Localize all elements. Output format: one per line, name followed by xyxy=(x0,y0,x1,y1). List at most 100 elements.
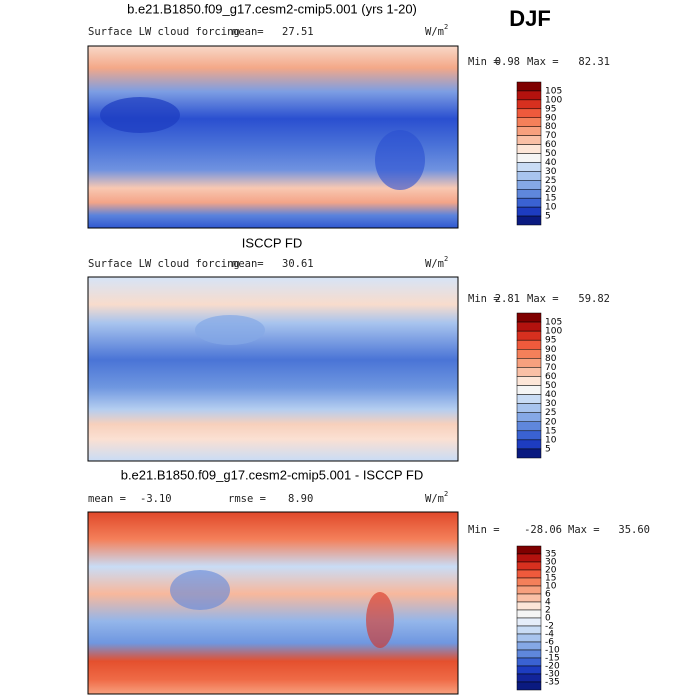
colorbar-label: 6 xyxy=(545,590,551,600)
colorbar-label: 60 xyxy=(545,372,557,382)
colorbar-label: 20 xyxy=(545,566,557,576)
colorbar-box xyxy=(516,321,542,332)
map-frame xyxy=(87,276,459,462)
colorbar-label: -30 xyxy=(545,670,560,680)
mean-value: 30.61 xyxy=(282,258,314,270)
colorbar-box xyxy=(516,180,542,190)
colorbar-box xyxy=(516,367,542,377)
colorbar-label: -35 xyxy=(545,678,560,688)
colorbar-box xyxy=(516,673,542,683)
colorbar-box xyxy=(516,171,542,181)
max-label: Max = xyxy=(527,293,559,305)
colorbar-label: 105 xyxy=(545,318,562,328)
panel-title: ISCCP FD xyxy=(242,235,302,250)
max-value: 59.82 xyxy=(578,293,610,305)
mean-label: mean= xyxy=(232,26,264,38)
map-frame xyxy=(87,45,459,229)
colorbar-label: 15 xyxy=(545,574,556,584)
colorbar-box xyxy=(516,593,542,603)
min-value: 0.98 xyxy=(495,56,520,68)
map-blob xyxy=(170,570,230,610)
colorbar-label: 25 xyxy=(545,176,556,186)
rmse-label: rmse = xyxy=(228,493,266,505)
colorbar-box xyxy=(516,117,542,127)
units-exp: 2 xyxy=(444,490,448,498)
colorbar-box xyxy=(516,665,542,675)
colorbar-box xyxy=(516,349,542,359)
colorbar-box xyxy=(516,215,542,226)
min-label: Min = xyxy=(468,293,500,305)
panel-title: b.e21.B1850.f09_g17.cesm2-cmip5.001 - IS… xyxy=(121,467,424,482)
colorbar-box xyxy=(516,135,542,145)
colorbar-box xyxy=(516,394,542,404)
max-value: 35.60 xyxy=(618,524,650,536)
colorbar-box xyxy=(516,153,542,163)
panel-title: b.e21.B1850.f09_g17.cesm2-cmip5.001 (yrs… xyxy=(127,1,417,16)
colorbar-box xyxy=(516,577,542,587)
colorbar-box xyxy=(516,657,542,667)
units: W/m2 xyxy=(425,23,448,38)
map-blob xyxy=(100,97,180,133)
colorbar-box xyxy=(516,545,542,555)
map-frame xyxy=(87,511,459,695)
colorbar-box xyxy=(516,641,542,651)
colorbar-box xyxy=(516,330,542,341)
field-name: Surface LW cloud forcing xyxy=(88,258,240,270)
colorbar-box xyxy=(516,206,542,217)
colorbar-label: 4 xyxy=(545,598,551,608)
colorbar-label: 50 xyxy=(545,149,557,159)
colorbar-box xyxy=(516,403,542,413)
mean-label: mean= xyxy=(232,258,264,270)
colorbar-box xyxy=(516,601,542,611)
map-blob xyxy=(366,592,394,648)
mean-value: 27.51 xyxy=(282,26,314,38)
colorbar-label: 50 xyxy=(545,381,557,391)
map-blob xyxy=(375,130,425,190)
colorbar-box xyxy=(516,162,542,172)
colorbar-box xyxy=(516,126,542,136)
colorbar-box xyxy=(516,412,542,422)
colorbar-label: -6 xyxy=(545,638,554,648)
colorbar-box xyxy=(516,569,542,579)
colorbar-label: 70 xyxy=(545,131,557,141)
colorbar-box xyxy=(516,649,542,659)
colorbar-label: 5 xyxy=(545,444,551,454)
min-value: 2.81 xyxy=(495,293,520,305)
colorbar-label: 40 xyxy=(545,158,557,168)
colorbar-label: 90 xyxy=(545,345,557,355)
colorbar-label: 10 xyxy=(545,203,557,213)
min-value: -28.06 xyxy=(524,524,562,536)
units: W/m2 xyxy=(425,490,448,505)
colorbar-box xyxy=(516,90,542,101)
season-title: DJF xyxy=(509,6,551,31)
colorbar-box xyxy=(516,553,542,563)
colorbar-box xyxy=(516,312,542,323)
colorbar-label: 10 xyxy=(545,435,557,445)
colorbar-label: 100 xyxy=(545,327,562,337)
colorbar-box xyxy=(516,144,542,154)
colorbar-box xyxy=(516,625,542,635)
colorbar-box xyxy=(516,633,542,643)
colorbar-box xyxy=(516,439,542,450)
colorbar-label: 80 xyxy=(545,354,557,364)
units: W/m2 xyxy=(425,255,448,270)
colorbar-label: -15 xyxy=(545,654,560,664)
colorbar-label: 30 xyxy=(545,167,557,177)
colorbar-label: 25 xyxy=(545,408,556,418)
colorbar-label: 30 xyxy=(545,399,557,409)
colorbar-label: 70 xyxy=(545,363,557,373)
colorbar-label: -10 xyxy=(545,646,560,656)
colorbar-box xyxy=(516,385,542,395)
colorbar-box xyxy=(516,430,542,441)
colorbar-label: 5 xyxy=(545,212,551,222)
units-exp: 2 xyxy=(444,23,448,31)
min-label: Min = xyxy=(468,524,500,536)
colorbar-box xyxy=(516,609,542,619)
colorbar-box xyxy=(516,448,542,459)
colorbar-label: 30 xyxy=(545,558,557,568)
colorbar-label: -2 xyxy=(545,622,554,632)
colorbar-label: 105 xyxy=(545,86,562,96)
colorbar-box xyxy=(516,108,542,118)
colorbar-label: 15 xyxy=(545,194,556,204)
